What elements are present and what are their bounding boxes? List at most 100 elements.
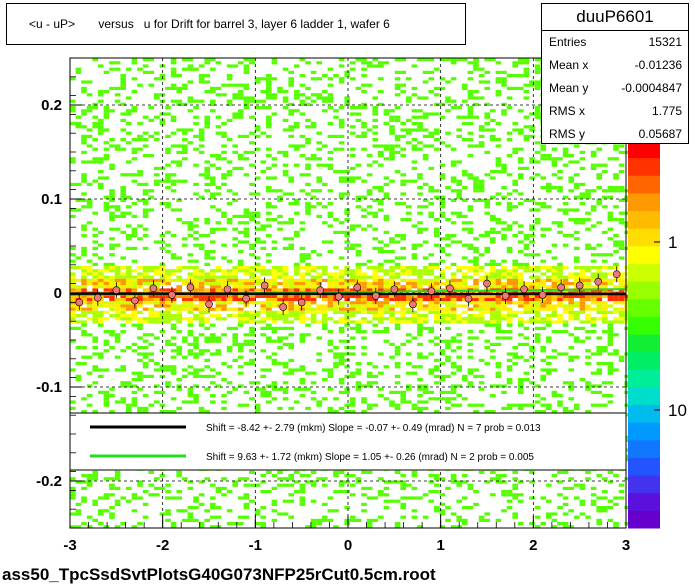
heat-cell [529,522,535,526]
heat-cell [198,74,205,78]
heat-cell [562,525,569,529]
heat-cell [590,403,597,407]
heat-cell [372,186,378,190]
heat-cell [490,109,496,113]
heat-cell [103,294,110,298]
heat-cell [193,304,199,308]
heat-cell [400,256,406,260]
heat-cell [338,310,345,314]
heat-cell [333,218,339,222]
heat-cell [142,275,149,279]
heat-cell [165,112,171,116]
heat-cell [154,298,160,302]
heat-cell [204,176,210,180]
heat-cell [266,307,272,311]
profile-point [427,287,436,295]
heat-cell [238,112,244,116]
heat-cell [243,317,250,321]
heat-cell [613,285,619,289]
heat-cell [288,102,294,106]
heat-cell [434,147,440,151]
profile-point [390,285,399,294]
heat-cell [226,272,233,276]
heat-cell [176,150,182,154]
heat-cell [501,307,507,311]
heat-cell [602,195,608,199]
heat-cell [182,301,188,305]
heat-cell [154,138,160,142]
heat-cell [75,285,82,289]
heat-cell [81,109,87,113]
heat-cell [534,339,541,343]
heat-cell [170,326,177,330]
heat-cell [456,518,462,522]
x-tick-label: 1 [436,537,444,554]
heat-cell [266,470,272,474]
heat-cell [579,150,586,154]
heat-cell [512,221,518,225]
heat-cell [400,397,406,401]
heat-cell [92,138,98,142]
heat-cell [187,96,194,100]
heat-cell [467,109,474,113]
heat-cell [271,61,278,65]
heat-cell [434,131,440,135]
heat-cell [518,294,524,298]
heat-cell [540,368,546,372]
heat-cell [316,320,322,324]
heat-cell [613,525,619,529]
heat-cell [540,320,546,324]
heat-cell [439,214,446,218]
heat-cell [473,307,479,311]
heat-cell [439,298,446,302]
heat-cell [266,118,272,122]
heat-cell [417,298,423,302]
heat-cell [176,144,182,148]
heat-cell [238,342,244,346]
heat-cell [434,294,440,298]
heat-cell [120,211,126,215]
heat-cell [137,170,143,174]
heat-cell [176,310,182,314]
heat-cell [389,118,395,122]
heat-cell [148,278,154,282]
heat-cell [176,490,182,494]
heat-cell [344,240,350,244]
heat-cell [310,282,317,286]
heat-cell [294,317,300,321]
heat-cell [523,246,530,250]
heat-cell [299,144,306,148]
heat-cell [98,317,104,321]
heat-cell [114,336,121,340]
heat-cell [428,390,434,394]
heat-cell [434,298,440,302]
heat-cell [618,307,625,311]
heat-cell [495,170,502,174]
heat-cell [478,179,485,183]
heat-cell [389,314,395,318]
heat-cell [182,86,188,90]
heat-cell [221,486,227,490]
heat-cell [484,58,490,62]
heat-cell [70,208,76,212]
heat-cell [456,499,462,503]
heat-cell [176,275,182,279]
heat-cell [417,173,423,177]
heat-cell [81,294,87,298]
heat-cell [288,278,294,282]
heat-cell [131,269,138,273]
heat-cell [70,259,76,263]
heat-cell [394,150,401,154]
heat-cell [585,470,591,474]
heat-cell [282,246,289,250]
heat-cell [338,288,345,292]
heat-cell [613,205,619,209]
heat-cell [607,189,614,193]
heat-cell [254,387,261,391]
heat-cell [467,221,474,225]
heat-cell [243,234,250,238]
heat-cell [417,320,423,324]
heat-cell [126,307,132,311]
heat-cell [445,237,451,241]
heat-cell [602,346,608,350]
